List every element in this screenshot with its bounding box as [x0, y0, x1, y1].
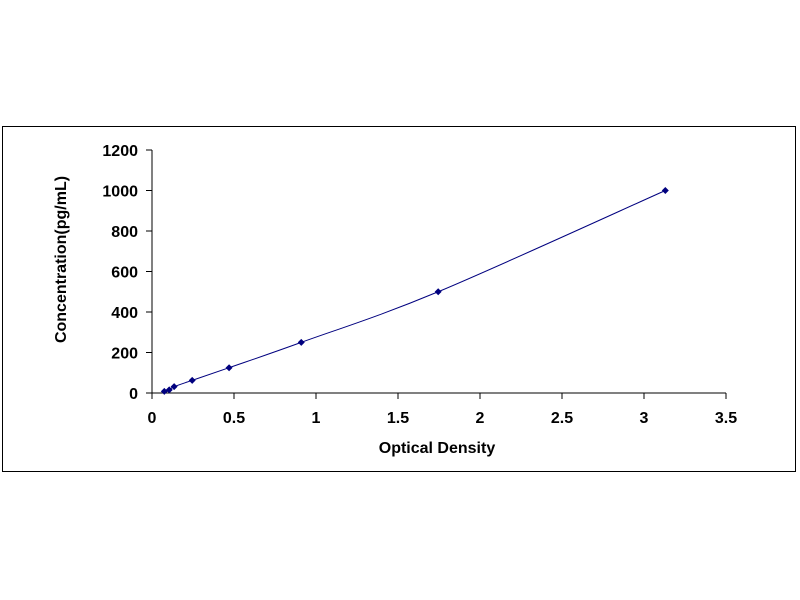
- y-tick-label: 1200: [102, 143, 138, 160]
- data-point: [170, 383, 178, 391]
- data-point: [188, 376, 196, 384]
- trend-line: [164, 190, 666, 392]
- y-tick-label: 0: [129, 386, 138, 403]
- y-tick-label: 800: [111, 224, 138, 241]
- x-tick-label: 2.5: [551, 410, 573, 427]
- x-tick-label: 1.5: [387, 410, 409, 427]
- x-axis-title: Optical Density: [379, 440, 496, 457]
- y-ticks: 0 200 400 600 800 1000 1200: [102, 143, 152, 403]
- y-axis-title: Concentration(pg/mL): [53, 176, 70, 343]
- data-point: [661, 187, 669, 194]
- data-point: [297, 338, 305, 346]
- y-tick-label: 1000: [102, 184, 138, 201]
- y-tick-label: 600: [111, 265, 138, 282]
- data-point: [434, 288, 442, 296]
- x-tick-label: 0: [148, 410, 157, 427]
- x-tick-label: 0.5: [223, 410, 245, 427]
- axes: 0 0.5 1 1.5 2 2.5 3 3.5 0 200 400 600 800 1000 1200: [102, 143, 737, 427]
- x-tick-label: 3.5: [715, 410, 737, 427]
- data-point: [225, 364, 233, 372]
- x-ticks: 0 0.5 1 1.5 2 2.5 3 3.5: [148, 393, 737, 427]
- x-tick-label: 2: [476, 410, 485, 427]
- x-tick-label: 3: [640, 410, 649, 427]
- chart-frame: [2, 126, 796, 472]
- x-tick-label: 1: [312, 410, 321, 427]
- data-point: [165, 386, 173, 394]
- y-tick-label: 400: [111, 305, 138, 322]
- y-tick-label: 200: [111, 346, 138, 363]
- series-layer: [160, 187, 669, 395]
